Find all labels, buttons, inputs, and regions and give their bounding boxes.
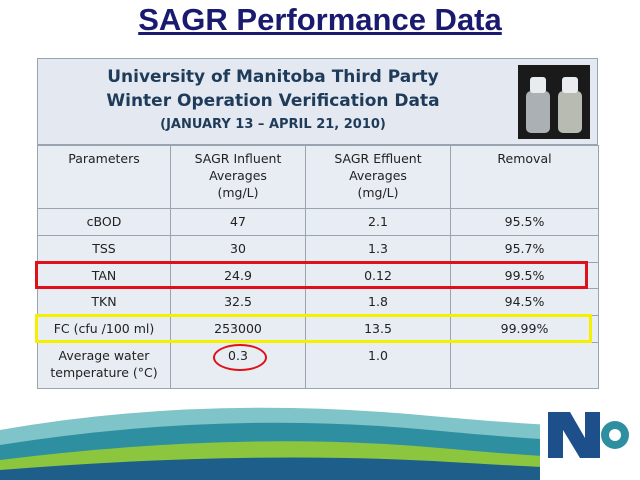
cell-text: 47 (230, 214, 246, 229)
cell-text: (mg/L) (217, 185, 259, 200)
cell-text: 32.5 (224, 294, 252, 309)
cell-text: TSS (92, 241, 116, 256)
table-cell: Removal (450, 145, 599, 209)
cell-text: 95.5% (504, 214, 545, 229)
table-cell: 0.3 (170, 342, 306, 389)
table-cell: 47 (170, 208, 306, 236)
table-cell: 95.7% (450, 235, 599, 263)
table-cell: 1.3 (305, 235, 451, 263)
table-cell (450, 342, 599, 389)
header-row: Parameters SAGR Influent Averages (mg/L) SAG… (37, 145, 599, 209)
cell-text: 1.3 (368, 241, 388, 256)
cell-text: SAGR Influent (194, 151, 282, 166)
cell-text: 99.99% (500, 321, 549, 336)
jars-photo (518, 65, 590, 139)
table-cell: 95.5% (450, 208, 599, 236)
cell-text: 24.9 (224, 268, 252, 283)
table-cell: 13.5 (305, 315, 451, 343)
subtitle: Winter Operation Verification Data (106, 91, 440, 111)
table-cell: TSS (37, 235, 171, 263)
cell-text: Averages (349, 168, 407, 183)
cell-text: 0.12 (364, 268, 392, 283)
cell-text: 94.5% (504, 294, 545, 309)
table-cell: 1.0 (305, 342, 451, 389)
table-cell: 94.5% (450, 288, 599, 316)
cell-text: 99.5% (504, 268, 545, 283)
cell-text: TKN (91, 294, 117, 309)
cell-text: 2.1 (368, 214, 388, 229)
cell-text: Removal (497, 151, 552, 166)
table-cell: 99.5% (450, 262, 599, 289)
table-cell: SAGR Effluent Averages (mg/L) (305, 145, 451, 209)
cell-text: FC (cfu /100 ml) (53, 321, 155, 336)
cell-text: 1.0 (368, 348, 388, 363)
cell-text: 30 (230, 241, 246, 256)
cell-text: 253000 (214, 321, 262, 336)
table-row: FC (cfu /100 ml) 253000 13.5 99.99% (37, 315, 599, 343)
table-row: Average water temperature (°C) 0.3 1.0 (37, 342, 599, 389)
date-range: (JANUARY 13 – APRIL 21, 2010) (160, 117, 386, 132)
table-cell: 24.9 (170, 262, 306, 289)
table-cell: Average water temperature (°C) (37, 342, 171, 389)
data-table: Parameters SAGR Influent Averages (mg/L) SAG… (37, 145, 599, 389)
cell-text: Averages (209, 168, 267, 183)
table-cell: TKN (37, 288, 171, 316)
cell-text: cBOD (86, 214, 122, 229)
cell-text: 0.3 (228, 348, 248, 363)
table-cell: SAGR Influent Averages (mg/L) (170, 145, 306, 209)
table-cell: cBOD (37, 208, 171, 236)
table-cell: FC (cfu /100 ml) (37, 315, 171, 343)
table-cell: TAN (37, 262, 171, 289)
cell-text: (mg/L) (357, 185, 399, 200)
table-cell: 253000 (170, 315, 306, 343)
table-cell: 32.5 (170, 288, 306, 316)
table-row: TAN 24.9 0.12 99.5% (37, 262, 599, 289)
subtitle: University of Manitoba Third Party (107, 67, 439, 87)
table-cell: 30 (170, 235, 306, 263)
panel-header: University of Manitoba Third Party Winte… (37, 58, 598, 145)
footer-waves (0, 400, 640, 480)
cell-text: Average water (58, 348, 150, 363)
table-cell: 0.12 (305, 262, 451, 289)
table-cell: Parameters (37, 145, 171, 209)
table-row: TSS 30 1.3 95.7% (37, 235, 599, 263)
slide-title: SAGR Performance Data (138, 2, 502, 37)
cell-text: 95.7% (504, 241, 545, 256)
table-cell: 1.8 (305, 288, 451, 316)
cell-text: 13.5 (364, 321, 392, 336)
cell-text: SAGR Effluent (334, 151, 422, 166)
cell-text: temperature (°C) (50, 365, 158, 380)
cell-text: 1.8 (368, 294, 388, 309)
cell-text: TAN (91, 268, 117, 283)
cell-text: Parameters (68, 151, 140, 166)
table-cell: 99.99% (450, 315, 599, 343)
table-cell: 2.1 (305, 208, 451, 236)
table-row: TKN 32.5 1.8 94.5% (37, 288, 599, 316)
table-row: cBOD 47 2.1 95.5% (37, 208, 599, 236)
